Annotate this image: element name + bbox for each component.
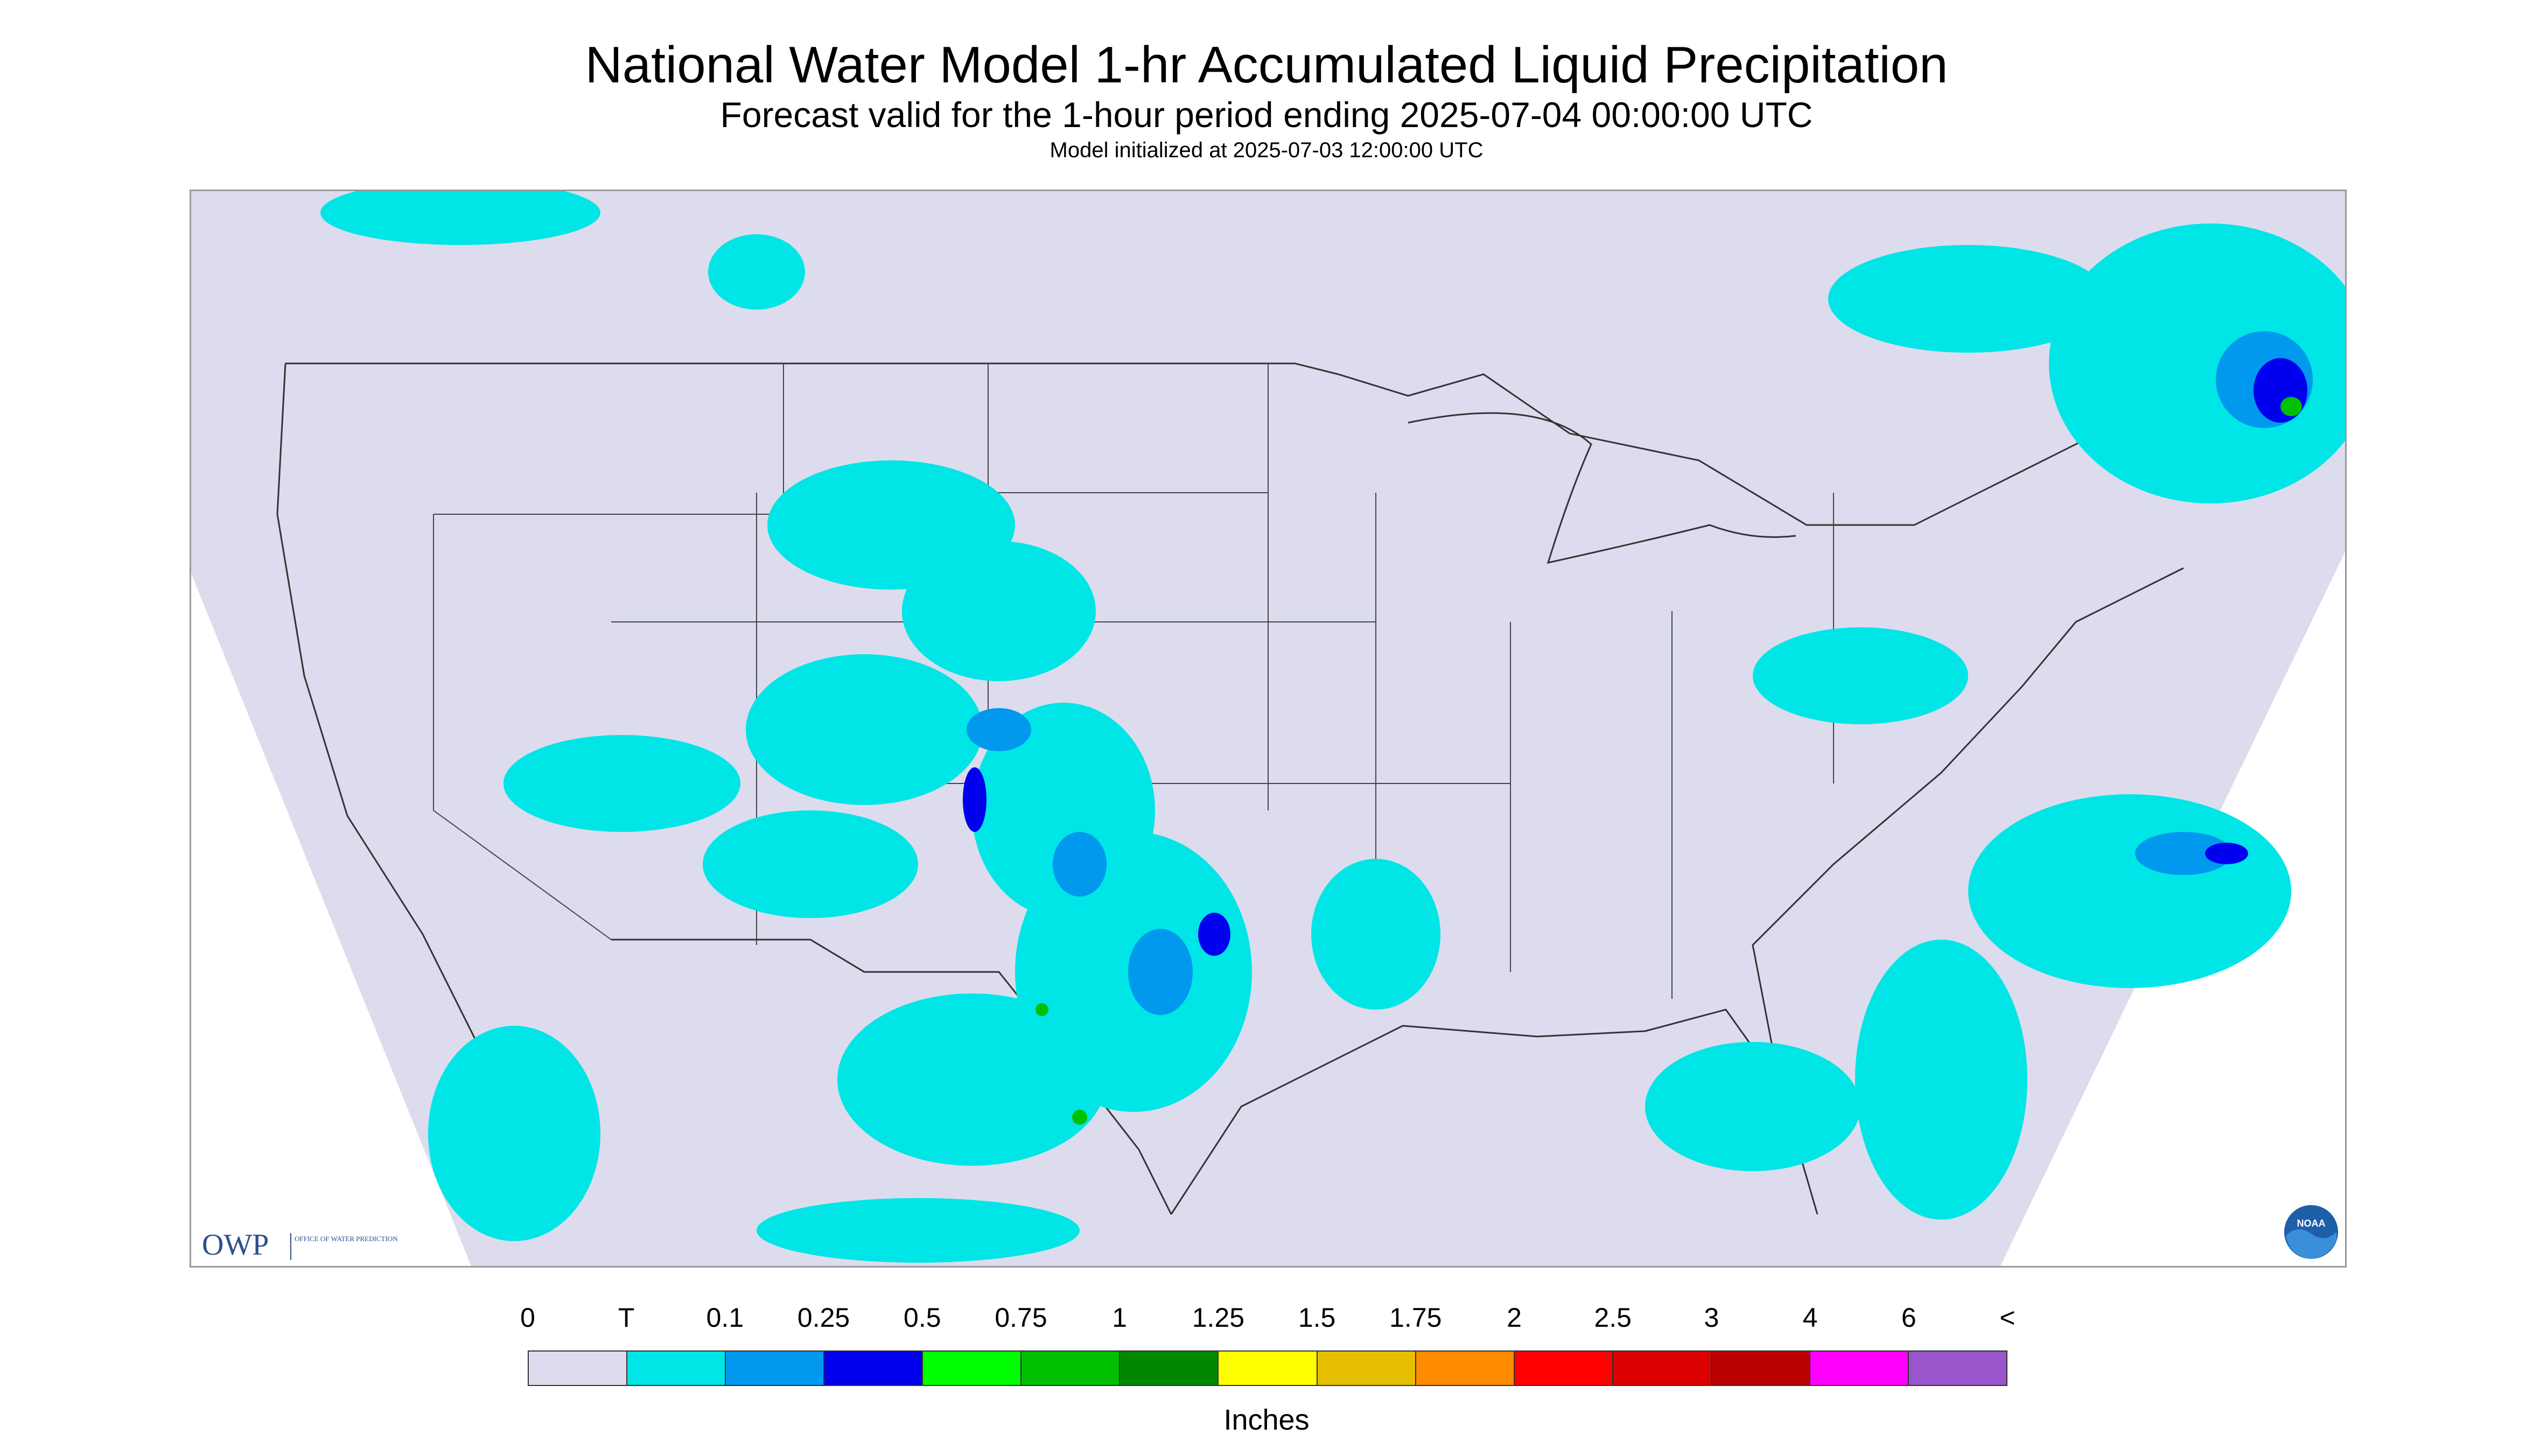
legend-tick-label: 0.25 [797, 1303, 850, 1333]
legend-swatch [1416, 1352, 1515, 1385]
noaa-logo-icon: NOAA [2282, 1203, 2340, 1261]
legend-swatch [1514, 1352, 1613, 1385]
model-init-line: Model initialized at 2025-07-03 12:00:00… [1049, 138, 1484, 162]
legend-tick-label: 2.5 [1594, 1303, 1632, 1333]
legend-tick-label: 0.75 [995, 1303, 1047, 1333]
legend-tick-label: 1 [1112, 1303, 1128, 1333]
legend-swatch [1908, 1352, 2006, 1385]
legend-tick-labels: 0 T 0.1 0.25 0.5 0.75 1 1.25 1.5 1.75 2 2.5 3 4 6 < [0, 1302, 2533, 1340]
legend-tick-label: 6 [1901, 1303, 1916, 1333]
precipitation-map: OWP OFFICE OF WATER PREDICTION NOAA [190, 190, 2347, 1268]
legend-swatch [1219, 1352, 1318, 1385]
legend-color-bar [528, 1350, 2007, 1386]
legend-swatch [923, 1352, 1022, 1385]
legend-swatch [627, 1352, 726, 1385]
political-boundaries [276, 362, 2184, 1215]
legend-tick-label: 0 [520, 1303, 535, 1333]
legend-swatch [726, 1352, 825, 1385]
great-lakes [1408, 412, 1796, 564]
outside-domain-left [191, 573, 471, 1266]
noaa-logo-text: NOAA [2297, 1218, 2326, 1229]
legend-tick-label: 1.75 [1389, 1303, 1442, 1333]
legend-tick-label: 1.5 [1298, 1303, 1336, 1333]
legend-tick-label: 4 [1802, 1303, 1818, 1333]
legend-units-label: Inches [1223, 1404, 1310, 1436]
legend-swatch [529, 1352, 628, 1385]
precip-moderate-areas [963, 358, 2307, 956]
legend-swatch [1120, 1352, 1219, 1385]
precip-light-areas [967, 331, 2313, 1015]
legend-tick-label: 0.5 [904, 1303, 941, 1333]
legend-tick-label: T [618, 1303, 635, 1333]
legend-tick-label: 1.25 [1192, 1303, 1245, 1333]
us-mexico-border [611, 939, 1172, 1215]
legend-swatch [1810, 1352, 1909, 1385]
map-title: National Water Model 1-hr Accumulated Li… [585, 36, 1948, 94]
map-canvas: OWP OFFICE OF WATER PREDICTION [191, 191, 2345, 1266]
legend-swatch [1613, 1352, 1712, 1385]
west-coast [276, 363, 494, 1075]
legend-tick-label: < [1999, 1303, 2016, 1333]
forecast-valid-subtitle: Forecast valid for the 1-hour period end… [720, 95, 1813, 135]
legend-swatch [1317, 1352, 1416, 1385]
legend-swatch [824, 1352, 923, 1385]
legend-tick-label: 0.1 [706, 1303, 744, 1333]
legend-swatch [1711, 1352, 1810, 1385]
us-canada-border [285, 362, 2184, 526]
owp-logo: OWP OFFICE OF WATER PREDICTION [202, 1228, 398, 1262]
precip-heavy-areas [1035, 397, 2302, 1125]
precip-trace-areas [320, 191, 2345, 1263]
legend-tick-label: 3 [1704, 1303, 1719, 1333]
owp-mark: OWP [202, 1228, 269, 1262]
legend-swatch [1021, 1352, 1121, 1385]
owp-subtext: OFFICE OF WATER PREDICTION [295, 1235, 398, 1243]
legend-tick-label: 2 [1507, 1303, 1522, 1333]
